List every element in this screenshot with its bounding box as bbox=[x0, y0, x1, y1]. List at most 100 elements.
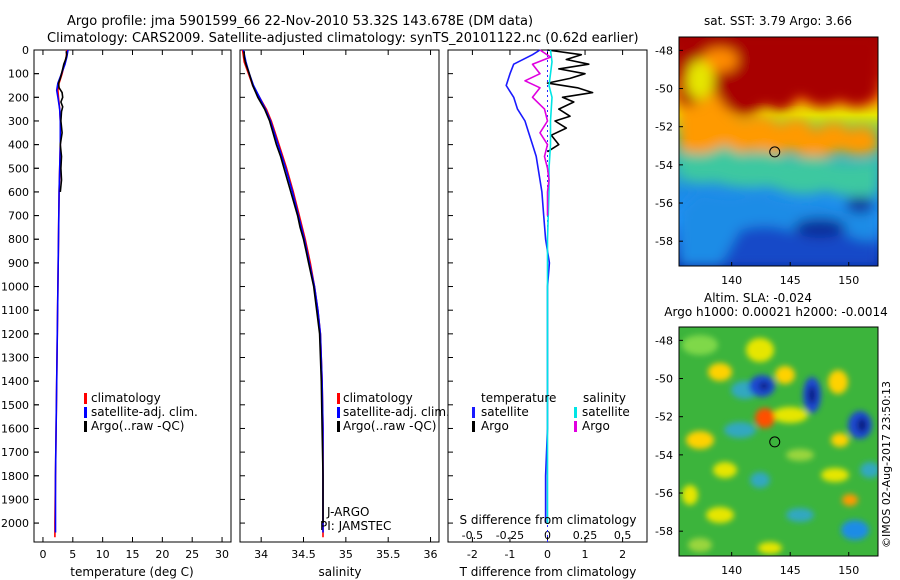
difference-series bbox=[505, 49, 594, 542]
legend-label-climatology: climatology bbox=[91, 391, 161, 405]
map-x-tick-label: 140 bbox=[721, 564, 742, 577]
argo-location-marker bbox=[769, 436, 781, 448]
salinity-x-label: salinity bbox=[318, 565, 361, 579]
sla-map-axes: 140 145 150 -48 -50 -52 -54 -56 -58 bbox=[655, 334, 859, 577]
depth-tick-label: 300 bbox=[8, 115, 29, 128]
temperature-panel: 0100200300400500600700800900100011001200… bbox=[1, 44, 232, 579]
sla-map-frame bbox=[678, 326, 879, 557]
sst-map-panel: sat. SST: 3.79 Argo: 3.66 140 145 150 -48 -5… bbox=[655, 14, 879, 287]
sst-map-frame bbox=[678, 36, 879, 267]
legend-swatch-argo bbox=[337, 421, 340, 432]
sst-map-title: sat. SST: 3.79 Argo: 3.66 bbox=[704, 14, 852, 28]
x-tick-label: 10 bbox=[96, 548, 110, 561]
sst-map-axes: 140 145 150 -48 -50 -52 -54 -56 -58 bbox=[655, 44, 859, 287]
map-y-tick-label: -54 bbox=[655, 159, 673, 172]
map-y-tick-label: -56 bbox=[655, 197, 673, 210]
depth-tick-label: 1900 bbox=[1, 493, 29, 506]
salinity-panel: 34 34.5 35 35.5 36 climatology satellite-adj… bbox=[239, 49, 450, 579]
legend-swatch-satellite bbox=[337, 407, 340, 418]
legend-label-satellite: satellite-adj. clim. bbox=[343, 405, 450, 419]
x-tick-label: 34.5 bbox=[291, 548, 316, 561]
figure-title-line1: Argo profile: jma 5901599_66 22-Nov-2010… bbox=[67, 14, 533, 29]
salinity-x-axis: 34 34.5 35 35.5 36 bbox=[240, 49, 438, 561]
depth-tick-label: 1800 bbox=[1, 470, 29, 483]
sla-map-title-line1: Altim. SLA: -0.024 bbox=[704, 291, 812, 305]
legend-label-t-satellite: satellite bbox=[481, 405, 529, 419]
depth-tick-label: 1700 bbox=[1, 446, 29, 459]
depth-tick-label: 500 bbox=[8, 162, 29, 175]
map-x-tick-label: 145 bbox=[780, 564, 801, 577]
x-tick-label-s: 0.25 bbox=[573, 529, 598, 542]
series-line-t-argo bbox=[546, 49, 594, 153]
depth-tick-label: 1000 bbox=[1, 281, 29, 294]
legend-label-climatology: climatology bbox=[343, 391, 413, 405]
depth-tick-label: 1300 bbox=[1, 352, 29, 365]
x-tick-label-t: 2 bbox=[619, 548, 626, 561]
depth-tick-label: 900 bbox=[8, 257, 29, 270]
argo-location-marker bbox=[769, 146, 781, 158]
x-tick-label: 34 bbox=[254, 548, 268, 561]
x-tick-label: 5 bbox=[69, 548, 76, 561]
depth-tick-label: 1100 bbox=[1, 304, 29, 317]
depth-tick-label: 2000 bbox=[1, 517, 29, 530]
copyright-stamp: ©IMOS 02-Aug-2017 23:50:13 bbox=[880, 381, 893, 548]
legend-swatch-argo bbox=[84, 421, 87, 432]
legend-label-t-argo: Argo bbox=[481, 419, 509, 433]
depth-tick-label: 1500 bbox=[1, 399, 29, 412]
legend-label-s-argo: Argo bbox=[582, 419, 610, 433]
sst-heatmap bbox=[679, 37, 878, 266]
figure-title-line2: Climatology: CARS2009. Satellite-adjuste… bbox=[47, 31, 639, 46]
x-tick-label: 15 bbox=[126, 548, 140, 561]
x-tick-label: 20 bbox=[155, 548, 169, 561]
depth-tick-label: 800 bbox=[8, 233, 29, 246]
depth-axis: 0 100 200 300 400 500 600 700 800 900 1000 1100 1200… bbox=[1, 44, 39, 530]
legend-swatch-s-argo bbox=[574, 421, 577, 432]
series-line-argo-raw-qc- bbox=[57, 51, 68, 192]
depth-tick-label: 600 bbox=[8, 186, 29, 199]
legend-heading-temperature: temperature bbox=[481, 391, 556, 405]
depth-tick-label: 100 bbox=[8, 68, 29, 81]
temperature-x-label: temperature (deg C) bbox=[70, 565, 193, 579]
depth-tick-label: 200 bbox=[8, 91, 29, 104]
legend-heading-salinity: salinity bbox=[583, 391, 626, 405]
legend-swatch-satellite bbox=[84, 407, 87, 418]
salinity-legend: climatology satellite-adj. clim. Argo(..… bbox=[337, 391, 450, 433]
x-tick-label-s: -0.25 bbox=[496, 529, 524, 542]
sla-map-panel: Altim. SLA: -0.024 Argo h1000: 0.00021 h… bbox=[655, 291, 888, 577]
temperature-series bbox=[54, 49, 69, 538]
temperature-legend: climatology satellite-adj. clim. Argo(..… bbox=[84, 391, 198, 433]
legend-label-s-satellite: satellite bbox=[582, 405, 630, 419]
map-y-tick-label: -58 bbox=[655, 235, 673, 248]
depth-tick-label: 1600 bbox=[1, 422, 29, 435]
legend-swatch-t-argo bbox=[472, 421, 475, 432]
sla-heatmap bbox=[679, 327, 878, 556]
map-y-tick-label: -56 bbox=[655, 487, 673, 500]
map-y-tick-label: -48 bbox=[655, 334, 673, 347]
map-x-tick-label: 150 bbox=[838, 274, 859, 287]
map-y-tick-label: -58 bbox=[655, 525, 673, 538]
series-line-s-argo bbox=[524, 49, 552, 216]
x-tick-label-t: -1 bbox=[504, 548, 515, 561]
map-x-tick-label: 145 bbox=[780, 274, 801, 287]
x-tick-label: 25 bbox=[185, 548, 199, 561]
difference-legend: temperature salinity satellite satellite… bbox=[472, 391, 630, 433]
annotation-program: J-ARGO bbox=[326, 505, 369, 519]
series-line-argo-raw-qc- bbox=[243, 51, 324, 524]
map-y-tick-label: -52 bbox=[655, 411, 673, 424]
x-tick-label: 0 bbox=[39, 548, 46, 561]
x-tick-label-t: 0 bbox=[544, 548, 551, 561]
legend-swatch-climatology bbox=[337, 393, 340, 404]
depth-tick-label: 1400 bbox=[1, 375, 29, 388]
annotation-pi: PI: JAMSTEC bbox=[320, 519, 391, 533]
legend-label-argo: Argo(..raw -QC) bbox=[343, 419, 436, 433]
legend-swatch-s-satellite bbox=[574, 407, 577, 418]
map-y-tick-label: -52 bbox=[655, 121, 673, 134]
map-y-tick-label: -54 bbox=[655, 449, 673, 462]
depth-tick-label: 400 bbox=[8, 139, 29, 152]
x-tick-label: 35 bbox=[339, 548, 353, 561]
temperature-axes-frame bbox=[33, 49, 232, 543]
map-x-tick-label: 140 bbox=[721, 274, 742, 287]
x-tick-label-t: 1 bbox=[582, 548, 589, 561]
